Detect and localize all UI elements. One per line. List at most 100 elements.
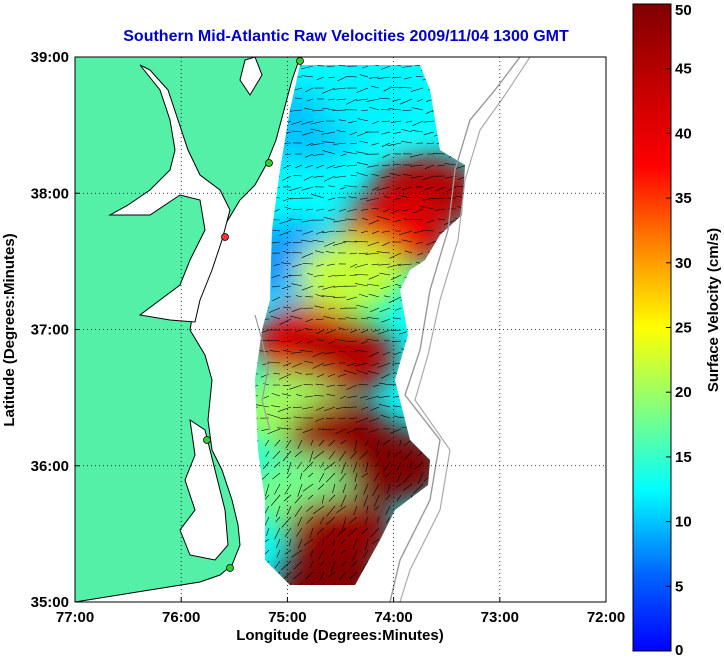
velocity-arrow	[327, 65, 336, 67]
velocity-arrow	[291, 307, 303, 312]
velocity-arrow	[322, 150, 336, 155]
velocity-arrow	[409, 219, 424, 221]
velocity-arrow	[311, 120, 325, 125]
velocity-arrow	[420, 230, 435, 232]
velocity-arrow	[455, 195, 465, 199]
velocity-arrow	[302, 483, 314, 492]
velocity-arrow	[352, 549, 358, 561]
velocity-arrow	[379, 307, 391, 312]
velocity-arrow	[359, 140, 369, 144]
velocity-arrow	[381, 120, 391, 122]
velocity-arrow	[373, 494, 380, 508]
velocity-arrow	[304, 395, 314, 398]
velocity-arrow	[273, 461, 281, 468]
velocity-arrow	[332, 109, 347, 111]
velocity-arrow	[328, 450, 336, 460]
velocity-arrow	[417, 472, 424, 485]
velocity-arrow	[302, 428, 314, 433]
velocity-arrow	[360, 197, 369, 200]
velocity-arrow	[335, 428, 347, 435]
velocity-arrow	[270, 494, 281, 506]
velocity-arrow	[282, 274, 292, 278]
velocity-arrow	[309, 450, 314, 463]
velocity-arrow	[292, 263, 303, 268]
velocity-arrow	[323, 175, 336, 182]
velocity-arrow	[371, 85, 380, 89]
velocity-arrow	[323, 216, 336, 221]
velocity-arrow	[350, 329, 358, 333]
velocity-arrow	[306, 340, 314, 344]
velocity-arrow	[271, 405, 281, 408]
velocity-arrow	[336, 505, 347, 513]
velocity-arrow	[381, 318, 391, 323]
velocity-arrow	[303, 107, 314, 111]
velocity-arrow	[381, 230, 391, 233]
velocity-arrow	[361, 472, 369, 478]
velocity-arrow	[388, 108, 402, 111]
velocity-arrow	[315, 250, 325, 254]
velocity-arrow	[307, 273, 314, 276]
x-tick-label: 73:00	[481, 609, 519, 626]
velocity-arrow	[304, 164, 314, 169]
velocity-arrow	[314, 305, 325, 309]
velocity-arrow	[410, 164, 424, 167]
velocity-arrow	[274, 560, 281, 569]
velocity-arrow	[346, 340, 358, 343]
velocity-arrow	[264, 439, 270, 447]
velocity-arrow	[321, 295, 336, 298]
velocity-arrow	[341, 560, 347, 567]
x-axis-label: Longitude (Degrees:Minutes)	[236, 627, 444, 644]
velocity-arrow	[372, 186, 380, 191]
velocity-arrow	[315, 417, 325, 422]
velocity-arrow	[262, 362, 270, 366]
velocity-arrow	[289, 218, 303, 221]
colorbar-tick-label: 50	[675, 2, 692, 19]
velocity-arrow	[352, 538, 358, 550]
velocity-arrow	[301, 120, 314, 125]
velocity-arrow	[458, 175, 465, 180]
velocity-arrow	[369, 307, 380, 313]
velocity-arrow	[371, 230, 380, 234]
velocity-arrow	[399, 87, 413, 89]
velocity-arrow	[267, 413, 281, 419]
velocity-arrow	[376, 251, 391, 254]
velocity-arrow	[411, 130, 424, 133]
velocity-arrow	[402, 483, 413, 491]
velocity-arrow	[376, 186, 391, 191]
velocity-arrow	[361, 230, 369, 233]
velocity-arrow	[282, 175, 292, 181]
velocity-arrow	[321, 230, 336, 234]
velocity-arrow	[336, 98, 347, 101]
velocity-arrow	[361, 65, 369, 69]
velocity-arrow	[302, 230, 314, 235]
velocity-arrow	[364, 516, 369, 526]
velocity-arrow	[343, 370, 358, 375]
velocity-arrow	[412, 208, 424, 214]
velocity-arrow	[347, 120, 358, 124]
velocity-arrow	[348, 196, 358, 199]
x-tick-label: 77:00	[56, 609, 94, 626]
velocity-arrow	[363, 483, 369, 495]
velocity-arrow	[288, 274, 303, 277]
velocity-arrow	[368, 293, 380, 298]
velocity-arrow	[377, 329, 391, 335]
velocity-arrow	[366, 317, 380, 320]
velocity-arrow	[398, 195, 413, 199]
velocity-arrow	[328, 274, 336, 278]
velocity-arrow	[371, 538, 380, 544]
velocity-arrow	[455, 164, 465, 169]
velocity-arrow	[423, 120, 435, 123]
velocity-arrow	[292, 406, 303, 409]
velocity-arrow	[306, 516, 314, 524]
velocity-arrow	[367, 164, 380, 168]
velocity-arrow	[294, 494, 303, 504]
velocity-arrow	[399, 439, 402, 447]
velocity-arrow	[368, 428, 380, 433]
colorbar-tick-label: 15	[675, 449, 692, 466]
velocity-arrow	[347, 395, 358, 399]
velocity-arrow	[376, 215, 391, 221]
velocity-arrow	[313, 505, 325, 514]
velocity-arrow	[293, 560, 303, 570]
velocity-arrow	[384, 472, 391, 478]
velocity-arrow	[392, 317, 402, 320]
